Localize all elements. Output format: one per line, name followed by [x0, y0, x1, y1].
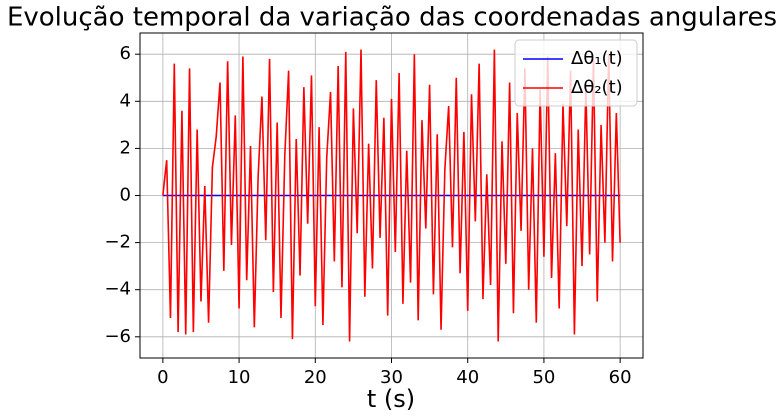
- x-tick-label: 40: [456, 367, 479, 388]
- y-tick-label: 0: [120, 185, 131, 206]
- y-tick-label: 6: [120, 43, 131, 64]
- y-tick-label: −4: [104, 279, 131, 300]
- x-tick-label: 0: [157, 367, 168, 388]
- chart-title: Evolução temporal da variação das coorde…: [7, 3, 777, 33]
- x-axis-label: t (s): [367, 385, 415, 413]
- y-tick-label: 4: [120, 90, 131, 111]
- y-tick-label: −6: [104, 326, 131, 347]
- x-tick-label: 60: [609, 367, 632, 388]
- line-series: [162, 49, 621, 342]
- y-tick-label: −2: [104, 232, 131, 253]
- legend-label: Δθ₂(t): [571, 77, 623, 98]
- legend-label: Δθ₁(t): [571, 48, 623, 69]
- y-tick-label: 2: [120, 137, 131, 158]
- legend-box: [514, 39, 638, 107]
- x-tick-label: 10: [228, 367, 251, 388]
- x-tick-label: 50: [532, 367, 555, 388]
- x-tick-label: 20: [304, 367, 327, 388]
- x-tick-label: 30: [380, 367, 403, 388]
- plot-frame: [139, 32, 644, 359]
